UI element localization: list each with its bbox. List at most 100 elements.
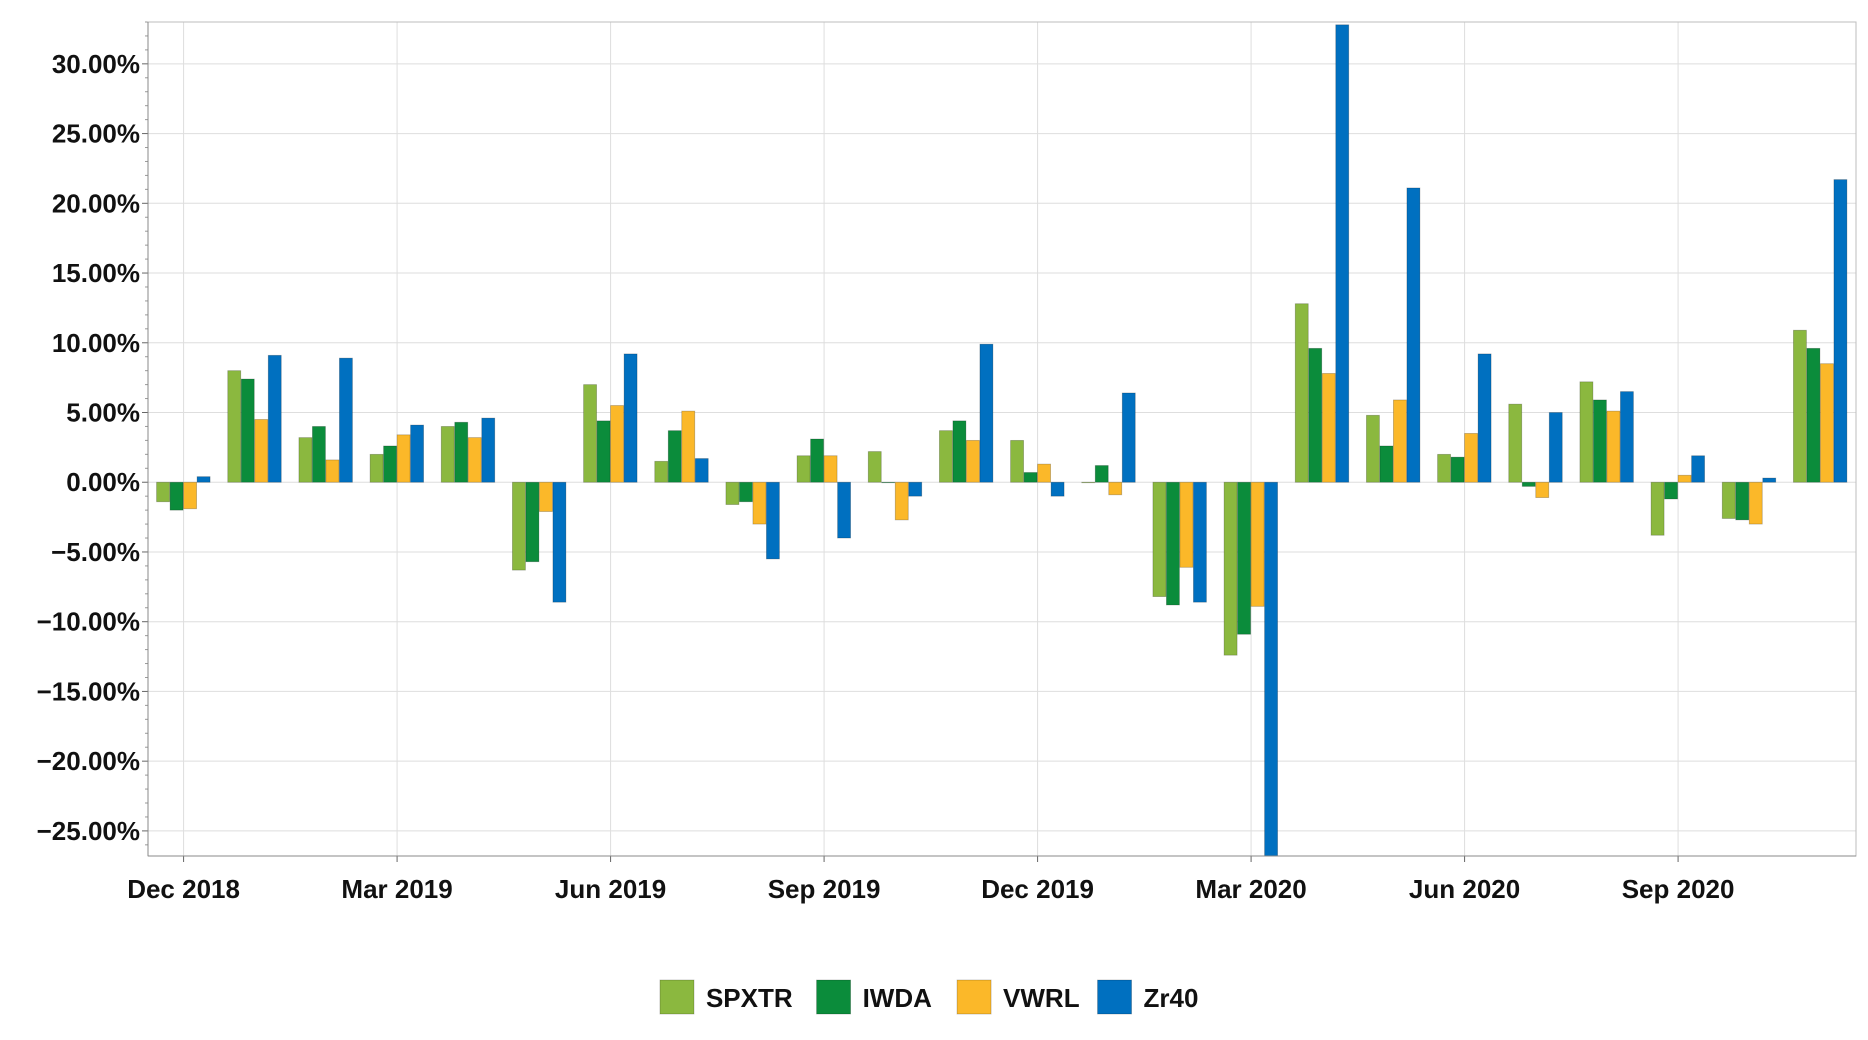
bar-vwrl: [752, 481, 767, 525]
bar-vwrl: [1464, 433, 1478, 483]
bar-iwda: [525, 481, 540, 563]
bar-iwda: [240, 378, 255, 483]
bar-vwrl: [1677, 474, 1692, 483]
bar-spxtr: [298, 437, 313, 483]
y-tick-label: 25.00%: [52, 119, 140, 149]
bar-zr40: [552, 481, 567, 603]
bar-iwda: [383, 445, 397, 483]
bar-spxtr: [796, 455, 811, 483]
bar-vwrl: [1321, 373, 1336, 483]
legend: SPXTR IWDA VWRL Zr40: [659, 979, 1199, 1015]
x-tick-label: Mar 2019: [341, 874, 452, 904]
bar-iwda: [312, 426, 326, 483]
bar-spxtr: [1010, 439, 1024, 483]
bar-iwda: [1735, 481, 1750, 521]
bar-vwrl: [539, 481, 553, 512]
bar-spxtr: [1223, 481, 1238, 656]
bar-vwrl: [966, 439, 980, 483]
bar-iwda: [1450, 456, 1465, 483]
bar-spxtr: [1721, 481, 1736, 519]
bar-zr40: [481, 417, 496, 483]
y-tick-label: −10.00%: [37, 607, 140, 637]
bar-zr40: [837, 481, 851, 539]
bar-iwda: [1379, 445, 1394, 483]
bar-spxtr: [1437, 453, 1451, 483]
bar-spxtr: [1579, 381, 1594, 483]
bar-zr40: [1620, 391, 1634, 483]
bar-zr40: [196, 476, 211, 483]
bar-spxtr: [369, 453, 384, 483]
x-tick-label: Sep 2019: [768, 874, 881, 904]
bar-iwda: [169, 481, 184, 511]
bar-iwda: [1521, 481, 1536, 487]
bar-vwrl: [1037, 463, 1051, 483]
bar-spxtr: [227, 370, 242, 483]
bar-zr40: [979, 343, 994, 483]
bar-zr40: [1833, 179, 1848, 483]
bar-zr40: [1406, 187, 1421, 483]
bar-spxtr: [512, 481, 526, 571]
bar-zr40: [1548, 412, 1563, 483]
bar-vwrl: [467, 437, 482, 483]
bar-vwrl: [325, 459, 340, 483]
bar-zr40: [410, 424, 424, 483]
bar-vwrl: [1393, 399, 1407, 483]
bar-spxtr: [440, 426, 455, 483]
bar-iwda: [667, 430, 682, 483]
legend-swatch-iwda: [816, 979, 851, 1015]
bar-spxtr: [654, 460, 669, 483]
legend-label-iwda: IWDA: [863, 983, 933, 1013]
bar-iwda: [1094, 465, 1109, 483]
bar-iwda: [596, 420, 611, 483]
bar-spxtr: [1793, 329, 1807, 483]
legend-swatch-spxtr: [659, 979, 695, 1015]
bar-vwrl: [396, 434, 411, 483]
bar-zr40: [1121, 392, 1136, 483]
y-tick-label: −15.00%: [37, 676, 140, 706]
bar-vwrl: [681, 410, 696, 483]
legend-label-zr40: Zr40: [1144, 983, 1199, 1013]
legend-swatch-vwrl: [956, 979, 992, 1015]
y-tick-label: 0.00%: [66, 467, 140, 497]
bar-zr40: [623, 353, 638, 483]
grid-lines: [148, 22, 1856, 856]
y-tick-label: −25.00%: [37, 816, 140, 846]
x-tick-label: Mar 2020: [1195, 874, 1306, 904]
bar-spxtr: [1081, 481, 1096, 484]
bar-vwrl: [183, 481, 197, 510]
x-tick-label: Dec 2018: [127, 874, 240, 904]
bar-spxtr: [1508, 403, 1523, 483]
bar-iwda: [952, 420, 967, 483]
bar-iwda: [810, 438, 824, 483]
bar-spxtr: [725, 481, 740, 505]
axes: 30.00% 25.00% 20.00% 15.00% 10.00% 5.00% 0.00%…: [37, 21, 1857, 904]
bar-vwrl: [894, 481, 909, 521]
legend-label-spxtr: SPXTR: [706, 983, 793, 1013]
bar-spxtr: [1294, 303, 1309, 483]
bar-spxtr: [939, 430, 953, 483]
bar-iwda: [1237, 481, 1251, 635]
bar-vwrl: [1820, 363, 1834, 483]
bar-spxtr: [1152, 481, 1167, 597]
bar-zr40: [1193, 481, 1207, 603]
legend-swatch-zr40: [1097, 979, 1132, 1015]
bar-spxtr: [1650, 481, 1665, 536]
bar-series: [156, 24, 1848, 857]
x-tick-label: Sep 2020: [1622, 874, 1735, 904]
bar-vwrl: [823, 455, 838, 483]
bar-zr40: [267, 354, 282, 483]
bar-iwda: [1664, 481, 1678, 500]
bar-iwda: [1593, 399, 1607, 483]
bar-iwda: [1166, 481, 1180, 606]
y-tick-label: −5.00%: [51, 537, 140, 567]
bar-zr40: [339, 357, 353, 483]
x-tick-label: Jun 2019: [555, 874, 666, 904]
bar-vwrl: [1606, 410, 1621, 483]
bar-zr40: [1762, 477, 1777, 483]
bar-vwrl: [1250, 481, 1265, 607]
bar-zr40: [766, 481, 780, 560]
y-tick-label: −20.00%: [37, 746, 140, 776]
bar-zr40: [1264, 481, 1278, 857]
